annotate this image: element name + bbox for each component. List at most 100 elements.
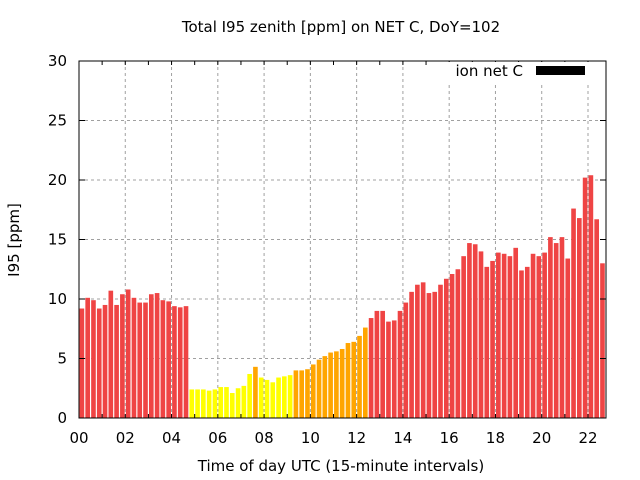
bar	[594, 219, 599, 418]
bar	[120, 294, 125, 418]
x-axis-ticks: 00 02 04 06 08 10 12 14 16 18 20 22	[69, 61, 598, 447]
x-axis-label: Time of day UTC (15-minute intervals)	[197, 457, 484, 475]
y-tick-label: 20	[48, 171, 67, 189]
bar	[368, 318, 374, 418]
bar	[189, 389, 195, 418]
bar	[455, 269, 461, 418]
bar	[374, 310, 380, 418]
bar	[305, 369, 310, 418]
x-tick-label: 16	[440, 429, 459, 447]
bar	[253, 366, 258, 418]
bar	[386, 321, 391, 418]
bar	[363, 327, 368, 418]
bar	[571, 208, 576, 418]
bar	[183, 306, 189, 418]
x-tick-label: 12	[347, 429, 366, 447]
bar	[79, 308, 85, 418]
bar	[420, 282, 426, 418]
bar	[114, 304, 119, 418]
bar	[218, 387, 224, 418]
bar	[229, 393, 235, 418]
bar	[577, 218, 582, 418]
bar	[287, 375, 293, 418]
y-tick-label: 30	[48, 52, 67, 70]
bar	[258, 377, 264, 418]
bar	[91, 300, 96, 418]
bar	[328, 352, 333, 418]
bar	[270, 382, 276, 418]
grid	[79, 61, 606, 418]
bar	[195, 389, 200, 418]
bar	[282, 376, 287, 418]
bar	[316, 359, 322, 418]
bar	[339, 348, 345, 418]
bar	[530, 253, 536, 418]
x-tick-label: 22	[578, 429, 597, 447]
bar	[148, 294, 154, 418]
bars	[79, 175, 606, 418]
bar	[443, 278, 449, 418]
y-axis-label: I95 [ppm]	[5, 203, 23, 277]
y-tick-label: 0	[57, 409, 67, 427]
bar	[166, 301, 171, 418]
bar	[212, 389, 218, 418]
y-tick-label: 15	[48, 231, 67, 249]
bar	[415, 284, 420, 418]
chart-title: Total I95 zenith [ppm] on NET C, DoY=102	[181, 18, 500, 36]
bar	[380, 310, 385, 418]
bar	[334, 351, 339, 418]
bar	[143, 302, 148, 418]
x-tick-label: 20	[532, 429, 551, 447]
bar	[154, 293, 160, 418]
bar	[478, 251, 484, 418]
bar	[322, 356, 328, 418]
bar	[206, 390, 212, 418]
bar	[224, 387, 229, 418]
bar	[131, 297, 137, 418]
bar	[432, 291, 438, 418]
x-tick-label: 18	[486, 429, 505, 447]
bar	[293, 370, 299, 418]
x-tick-label: 10	[301, 429, 320, 447]
bar	[351, 341, 357, 418]
x-tick-label: 08	[255, 429, 274, 447]
x-tick-label: 04	[162, 429, 181, 447]
bar	[536, 256, 542, 418]
bar	[177, 307, 183, 418]
bar	[472, 244, 478, 418]
bar	[85, 297, 90, 418]
y-tick-label: 10	[48, 290, 67, 308]
bar	[519, 270, 524, 418]
bar	[235, 388, 241, 418]
bar	[172, 306, 177, 418]
bar	[548, 237, 553, 418]
bar	[524, 266, 530, 418]
y-axis-ticks: 0 5 10 15 20 25 30	[48, 52, 606, 427]
bar	[565, 258, 571, 418]
legend: ion net C	[448, 62, 603, 84]
bar	[507, 256, 513, 418]
x-tick-label: 06	[208, 429, 227, 447]
bar	[513, 247, 519, 418]
bar	[160, 300, 166, 418]
bar	[241, 385, 247, 418]
bar	[357, 335, 362, 418]
legend-swatch	[536, 66, 585, 75]
bar	[264, 379, 270, 418]
bar	[108, 290, 114, 418]
bar	[247, 373, 252, 418]
bar	[542, 252, 547, 418]
x-tick-label: 00	[69, 429, 88, 447]
y-tick-label: 25	[48, 112, 67, 130]
bar	[438, 284, 443, 418]
bar	[299, 370, 304, 418]
bar	[501, 253, 507, 418]
x-tick-label: 14	[393, 429, 412, 447]
bar	[409, 291, 414, 418]
bar	[310, 364, 316, 418]
bar	[496, 252, 501, 418]
bar	[582, 177, 588, 418]
bar	[403, 302, 409, 418]
bar	[125, 289, 131, 418]
bar	[201, 389, 206, 418]
